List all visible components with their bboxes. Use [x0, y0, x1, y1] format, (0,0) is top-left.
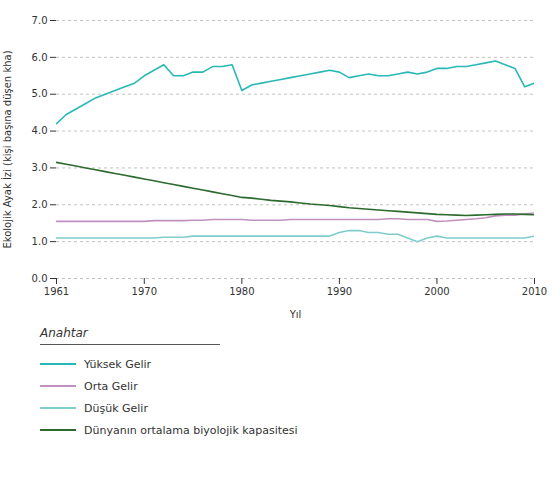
svg-text:2.0: 2.0: [32, 199, 48, 210]
svg-text:0.0: 0.0: [32, 273, 48, 284]
svg-text:6.0: 6.0: [32, 52, 48, 63]
svg-text:1961: 1961: [44, 286, 69, 297]
html-text:Orta Gelir: Orta Gelir: [84, 379, 138, 393]
svg-text:2010: 2010: [522, 286, 547, 297]
html-text:Anahtar: Anahtar: [40, 326, 88, 340]
svg-text:1.0: 1.0: [32, 236, 48, 247]
html-text:Dünyanın ortalama biyolojik ka: Dünyanın ortalama biyolojik kapasitesi: [84, 423, 298, 437]
svg-text:Yıl: Yıl: [289, 309, 302, 320]
svg-text:3.0: 3.0: [32, 162, 48, 173]
svg-text:2000: 2000: [424, 286, 449, 297]
svg-text:1980: 1980: [229, 286, 254, 297]
html-text:Düşük Gelir: Düşük Gelir: [84, 401, 148, 415]
svg-text:4.0: 4.0: [32, 125, 48, 136]
svg-text:Ekolojik Ayak İzi (kişi başına: Ekolojik Ayak İzi (kişi başına düşen kha…: [1, 50, 13, 248]
svg-text:1990: 1990: [327, 286, 352, 297]
svg-text:7.0: 7.0: [32, 15, 48, 26]
html-text:Yüksek Gelir: Yüksek Gelir: [84, 357, 152, 371]
svg-text:5.0: 5.0: [32, 88, 48, 99]
svg-text:1970: 1970: [132, 286, 157, 297]
